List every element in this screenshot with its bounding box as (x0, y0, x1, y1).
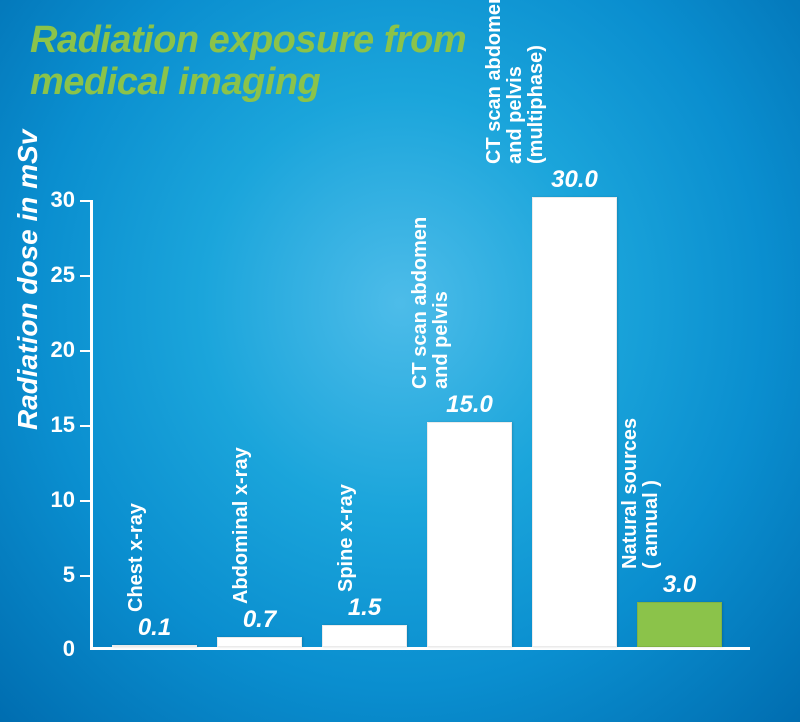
bar: 30.0 (532, 197, 617, 647)
bar-value: 0.7 (218, 606, 301, 634)
y-tick (80, 575, 90, 577)
bar: 1.5 (322, 625, 407, 648)
chart-area: 0 510152025300.1Chest x-ray0.7Abdominal … (90, 200, 770, 650)
y-tick (80, 275, 90, 277)
y-tick (80, 425, 90, 427)
bar-label: Chest x-ray (126, 503, 147, 612)
y-tick-label: 20 (40, 337, 75, 363)
bar-value: 1.5 (323, 594, 406, 622)
bar: 15.0 (427, 422, 512, 647)
bar: 0.7 (217, 637, 302, 648)
bar-label: CT scan abdomenand pelvis (410, 217, 452, 389)
y-tick (80, 350, 90, 352)
bar-value: 3.0 (638, 571, 721, 599)
bar-label: Spine x-ray (336, 484, 357, 592)
bar-label: Natural sources( annual ) (620, 418, 662, 569)
y-tick-label-0: 0 (40, 636, 75, 662)
bar: 0.1 (112, 645, 197, 647)
y-tick-label: 15 (40, 412, 75, 438)
bar-label: CT scan abdomenand pelvis(multiphase) (484, 0, 547, 164)
y-tick-label: 5 (40, 562, 75, 588)
bar-label: Abdominal x-ray (231, 447, 252, 604)
bar-value: 30.0 (533, 166, 616, 194)
bar-value: 15.0 (428, 391, 511, 419)
chart-title: Radiation exposure frommedical imaging (30, 20, 466, 104)
y-tick (80, 200, 90, 202)
bar-value: 0.1 (113, 614, 196, 642)
y-axis-line (90, 200, 93, 650)
y-tick-label: 25 (40, 262, 75, 288)
bar: 3.0 (637, 602, 722, 647)
y-tick-label: 10 (40, 487, 75, 513)
y-tick (80, 500, 90, 502)
x-axis-line (90, 647, 750, 650)
y-tick-label: 30 (40, 187, 75, 213)
